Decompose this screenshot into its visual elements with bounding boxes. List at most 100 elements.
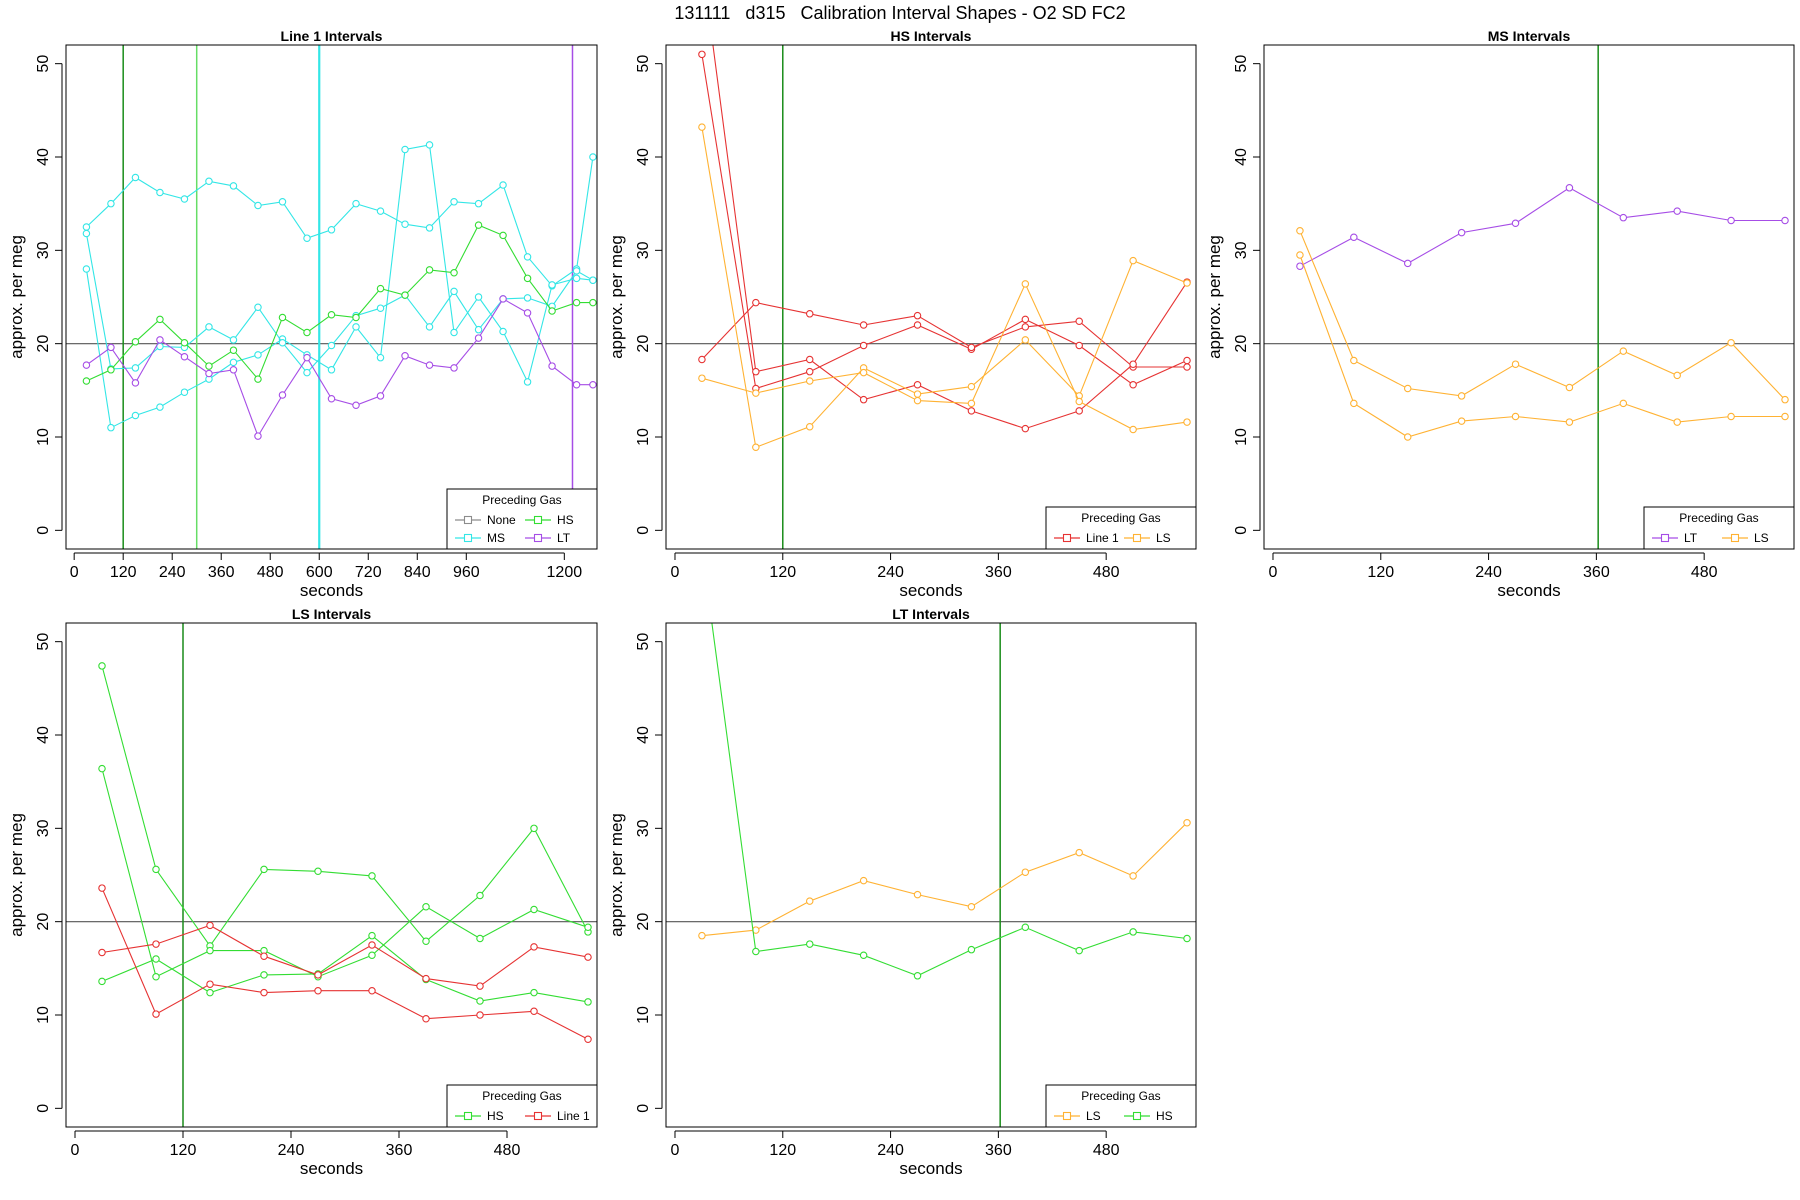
data-point [1021, 323, 1030, 331]
data-point [352, 323, 360, 331]
series-line [86, 224, 593, 382]
data-point [548, 307, 556, 315]
data-point [107, 199, 115, 208]
data-point [303, 368, 311, 377]
data-point [82, 361, 91, 369]
x-axis-label: seconds [899, 581, 962, 600]
data-point [1565, 418, 1574, 426]
y-tick-label: 40 [1233, 148, 1250, 166]
x-tick-label: 960 [453, 564, 480, 581]
data-point [131, 411, 140, 420]
y-tick-label: 40 [635, 726, 652, 744]
data-point [584, 923, 592, 932]
x-tick-label: 840 [404, 564, 431, 581]
data-point [1619, 213, 1628, 222]
data-point [156, 188, 164, 197]
data-point [1021, 336, 1030, 344]
data-point [474, 334, 483, 342]
data-point [422, 937, 430, 946]
legend-label: LS [1156, 531, 1171, 545]
data-point [548, 362, 556, 370]
series-line [712, 45, 1188, 430]
legend-swatch-marker [533, 533, 543, 543]
data-point [1021, 868, 1030, 876]
data-point [1457, 392, 1466, 400]
data-point [589, 298, 597, 307]
data-point [474, 221, 483, 229]
data-point [913, 390, 922, 398]
y-tick-label: 0 [635, 1104, 652, 1113]
legend-swatch-marker [463, 533, 473, 543]
data-point [425, 323, 434, 331]
y-tick-label: 30 [35, 819, 52, 837]
data-point [98, 948, 106, 957]
data-point [1350, 356, 1358, 365]
y-tick-label: 50 [35, 633, 52, 651]
legend-label: LT [557, 531, 571, 545]
data-point [523, 274, 532, 283]
data-point [1021, 424, 1030, 433]
plot-area [698, 45, 1191, 549]
data-point [376, 207, 385, 215]
data-point [401, 352, 409, 360]
legend-label: HS [487, 1109, 504, 1123]
data-point [584, 998, 592, 1006]
legend-label: LT [1684, 531, 1698, 545]
data-point [425, 266, 434, 274]
data-point [698, 123, 706, 131]
data-point [229, 336, 238, 344]
data-point [180, 195, 189, 203]
data-point [1511, 219, 1520, 228]
x-tick-label: 360 [1583, 564, 1610, 581]
data-point [422, 974, 430, 983]
data-point [327, 394, 336, 403]
y-tick-label: 50 [635, 633, 652, 651]
data-point [1457, 417, 1466, 425]
y-tick-label: 10 [35, 1006, 52, 1024]
data-point [1565, 184, 1574, 192]
y-axis-label: approx. per meg [7, 813, 26, 937]
data-point [584, 953, 592, 961]
y-tick-label: 0 [35, 1104, 52, 1113]
data-point [523, 253, 532, 261]
series-line [701, 282, 1188, 431]
x-tick-label: 480 [1093, 1142, 1120, 1159]
x-tick-label: 720 [355, 564, 382, 581]
data-point [98, 884, 106, 892]
data-point [278, 313, 287, 322]
legend-swatch-marker [1062, 533, 1072, 543]
data-point [180, 338, 189, 347]
data-point [1673, 418, 1681, 426]
data-point [229, 358, 238, 367]
data-point [530, 943, 538, 951]
data-point [401, 145, 409, 154]
data-point [499, 327, 507, 336]
data-point [805, 422, 814, 431]
plot-area [698, 545, 1191, 1127]
y-tick-label: 50 [635, 55, 652, 73]
data-point [107, 366, 115, 374]
data-point [474, 325, 483, 334]
data-point [327, 226, 336, 234]
legend-title: Preceding Gas [1081, 1089, 1160, 1103]
x-tick-label: 120 [110, 564, 137, 581]
x-tick-label: 240 [877, 564, 904, 581]
legend-swatch-marker [533, 515, 543, 525]
data-point [476, 934, 484, 943]
data-point [254, 303, 262, 312]
data-point [752, 389, 760, 397]
data-point [1183, 934, 1191, 943]
data-point [327, 310, 336, 319]
data-point [180, 352, 189, 361]
data-point [1350, 399, 1358, 408]
data-point [82, 223, 91, 231]
x-tick-label: 0 [1269, 564, 1278, 581]
legend: Preceding Gas Line 1 LS [1045, 506, 1197, 550]
data-point [859, 341, 868, 350]
data-point [913, 380, 922, 389]
series-line [101, 887, 589, 1040]
data-point [699, 545, 705, 551]
data-point [1619, 347, 1628, 355]
legend-label: Line 1 [557, 1109, 590, 1123]
